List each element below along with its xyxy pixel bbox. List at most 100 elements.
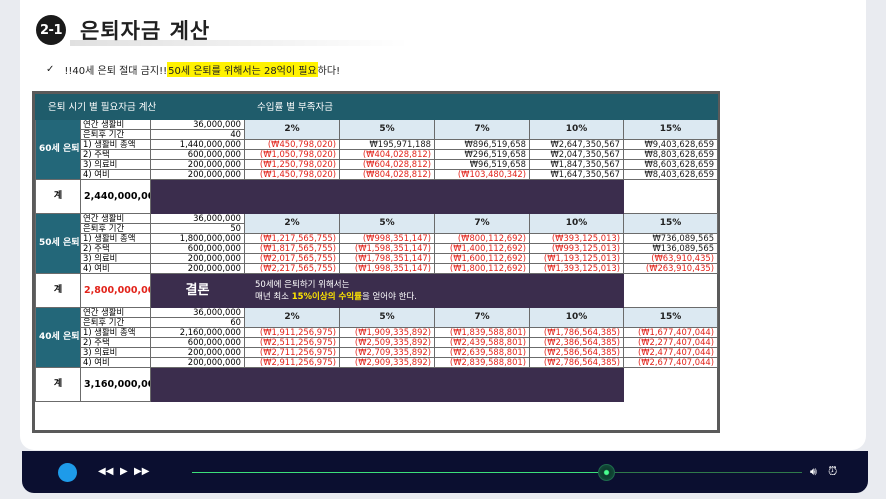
shortfall-cell: (₩2,677,407,044): [623, 357, 719, 368]
row-label: 1) 생활비 총액: [80, 233, 151, 244]
volume-icon[interactable]: 🔊︎: [810, 465, 817, 478]
shortfall-cell: (₩1,839,588,801): [434, 327, 531, 338]
progress-knob[interactable]: [597, 464, 615, 481]
shortfall-cell: ₩9,403,628,659: [623, 139, 719, 150]
item-value: 1,800,000,000: [149, 233, 246, 244]
rate-header: 10%: [529, 119, 625, 140]
table-row: 3) 의료비 200,000,000 (₩2,711,256,975) (₩2,709…: [36, 347, 719, 358]
shortfall-cell: ₩195,971,188: [339, 139, 436, 150]
section-badge: 2-1: [36, 15, 66, 45]
shortfall-cell: (₩2,911,256,975): [244, 357, 341, 368]
table-header: 은퇴 시기 별 필요자금 계산 수입률 별 부족자금: [34, 94, 719, 120]
total-value: 2,800,000,000: [80, 273, 151, 308]
row-label: 연간 생활비: [80, 213, 151, 224]
shortfall-cell: (₩2,639,588,801): [434, 347, 531, 358]
empty-cell: [244, 367, 625, 402]
item-value: 200,000,000: [149, 263, 246, 274]
rate-header: 15%: [623, 119, 719, 140]
total-label: 계: [35, 179, 81, 214]
rate-header: 7%: [434, 119, 531, 140]
rate-header: 15%: [623, 307, 719, 328]
shortfall-cell: (₩1,998,351,147): [339, 263, 436, 274]
row-label: 2) 주택: [80, 149, 151, 160]
empty-cell: [149, 367, 246, 402]
shortfall-cell: (₩1,598,351,147): [339, 243, 436, 254]
rate-header: 15%: [623, 213, 719, 234]
shortfall-cell: (₩1,911,256,975): [244, 327, 341, 338]
item-value: 200,000,000: [149, 159, 246, 170]
shortfall-cell: (₩2,439,588,801): [434, 337, 531, 348]
row-label: 연간 생활비: [80, 307, 151, 318]
row-label: 4) 여비: [80, 357, 151, 368]
shortfall-cell: ₩8,403,628,659: [623, 169, 719, 180]
rate-header: 2%: [244, 119, 341, 140]
rate-header: 5%: [339, 213, 436, 234]
conclusion-highlight: 15%이상의 수익률: [291, 291, 362, 302]
shortfall-cell: (₩1,193,125,013): [529, 253, 625, 264]
shortfall-cell: ₩136,089,565: [623, 243, 719, 254]
row-label: 2) 주택: [80, 337, 151, 348]
alarm-icon[interactable]: ⏰︎: [828, 464, 838, 478]
shortfall-cell: (₩263,910,435): [623, 263, 719, 274]
rate-header: 5%: [339, 307, 436, 328]
shortfall-cell: (₩2,386,564,385): [529, 337, 625, 348]
row-label: 1) 생활비 총액: [80, 327, 151, 338]
annual-value: 36,000,000: [149, 213, 246, 224]
retirement-table: 은퇴 시기 별 필요자금 계산 수입률 별 부족자금 60세 은퇴 연간 생활비 3…: [32, 91, 720, 433]
row-label: 4) 여비: [80, 169, 151, 180]
rate-header: 7%: [434, 213, 531, 234]
left-header: 은퇴 시기 별 필요자금 계산: [34, 94, 246, 120]
play-icon[interactable]: ▶: [120, 466, 128, 477]
shortfall-cell: (₩1,400,112,692): [434, 243, 531, 254]
table-row: 40세 은퇴 연간 생활비 36,000,000 2% 5% 7% 10% 15%: [35, 307, 719, 368]
shortfall-cell: ₩8,603,628,659: [623, 159, 719, 170]
shortfall-cell: (₩1,800,112,692): [434, 263, 531, 274]
total-row: 계2,440,000,000: [35, 179, 718, 214]
empty-cell: [149, 179, 246, 214]
shortfall-cell: (₩2,711,256,975): [244, 347, 341, 358]
table-row: 60세 은퇴 연간 생활비 36,000,000 2% 5% 7% 10% 15%: [35, 119, 719, 180]
next-icon[interactable]: ▶▶: [134, 466, 150, 477]
conclusion-line1: 50세에 은퇴하기 위해서는: [255, 279, 350, 290]
conclusion-line2-suffix: 을 얻어야 한다.: [361, 291, 417, 302]
item-value: 1,440,000,000: [149, 139, 246, 150]
media-player-bar: ◀◀ ▶ ▶▶ 🔊︎ ⏰︎: [22, 451, 868, 493]
table-row: 50세 은퇴 연간 생활비 36,000,000 2% 5% 7% 10% 15%: [35, 213, 719, 274]
shortfall-cell: ₩296,519,658: [434, 149, 531, 160]
right-header: 수입률 별 부족자금: [244, 94, 719, 120]
table-row: 1) 생활비 총액 1,800,000,000 (₩1,217,565,755) (₩…: [36, 233, 719, 244]
play-button[interactable]: [58, 463, 77, 482]
rate-header: 10%: [529, 213, 625, 234]
empty-cell: [244, 179, 625, 214]
shortfall-cell: (₩1,786,564,385): [529, 327, 625, 338]
years-value: 50: [149, 223, 246, 234]
table-row: 3) 의료비 200,000,000 (₩1,250,798,020) (₩604,0…: [36, 159, 719, 170]
row-label: 은퇴후 기간: [80, 317, 151, 328]
shortfall-cell: (₩1,798,351,147): [339, 253, 436, 264]
shortfall-cell: (₩1,217,565,755): [244, 233, 341, 244]
row-label: 은퇴후 기간: [80, 129, 151, 140]
shortfall-cell: ₩896,519,658: [434, 139, 531, 150]
table-row: 2) 주택 600,000,000 (₩1,817,565,755) (₩1,598,…: [36, 243, 719, 254]
table-row: 4) 여비 200,000,000 (₩2,911,256,975) (₩2,909,…: [36, 357, 719, 368]
item-value: 600,000,000: [149, 149, 246, 160]
shortfall-cell: (₩2,586,564,385): [529, 347, 625, 358]
table-row: 4) 여비 200,000,000 (₩1,450,798,020) (₩804,02…: [36, 169, 719, 180]
years-value: 60: [149, 317, 246, 328]
shortfall-cell: (₩1,250,798,020): [244, 159, 341, 170]
shortfall-cell: ₩2,047,350,567: [529, 149, 625, 160]
row-label: 4) 여비: [80, 263, 151, 274]
annual-value: 36,000,000: [149, 119, 246, 130]
conclusion-line2-prefix: 매년 최소: [255, 291, 292, 302]
shortfall-cell: (₩63,910,435): [623, 253, 719, 264]
item-value: 200,000,000: [149, 357, 246, 368]
section-heading: 2-1 은퇴자금 계산: [36, 15, 210, 45]
rewind-icon[interactable]: ◀◀: [98, 466, 114, 477]
row-label: 3) 의료비: [80, 253, 151, 264]
shortfall-cell: (₩2,277,407,044): [623, 337, 719, 348]
row-label: 연간 생활비: [80, 119, 151, 130]
rate-header: 10%: [529, 307, 625, 328]
shortfall-cell: ₩2,647,350,567: [529, 139, 625, 150]
check-icon: ✓: [46, 64, 55, 75]
shortfall-cell: ₩1,847,350,567: [529, 159, 625, 170]
